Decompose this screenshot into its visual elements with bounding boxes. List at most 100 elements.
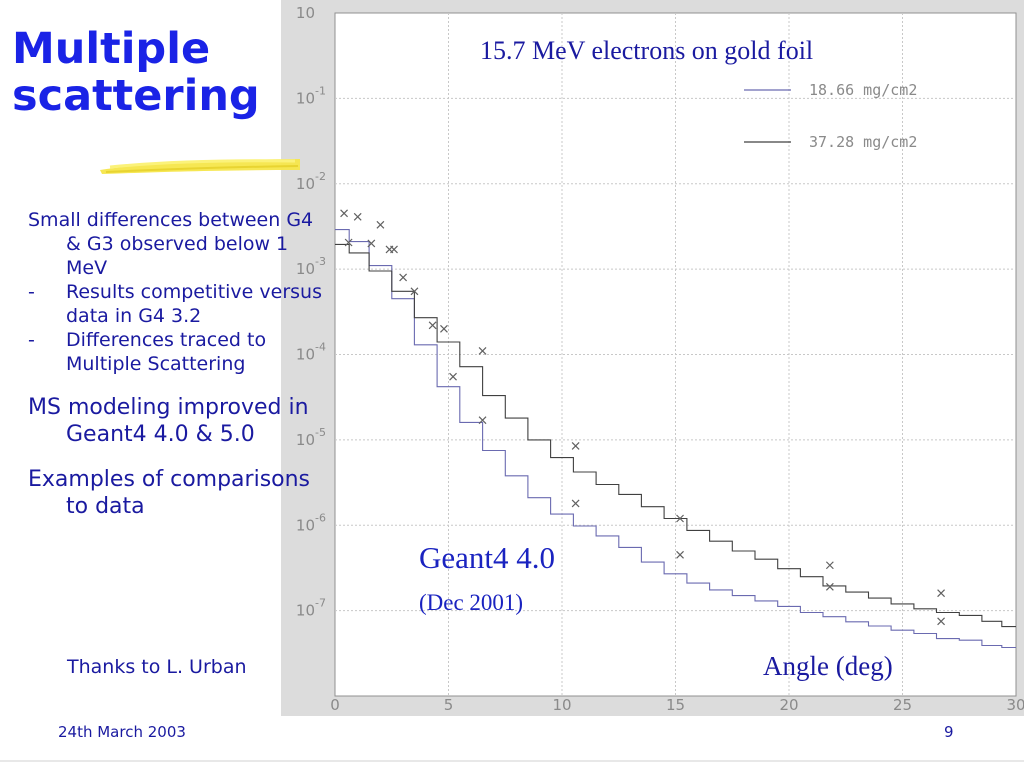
data-point bbox=[478, 416, 487, 425]
data-point bbox=[676, 550, 684, 559]
x-tick-label: 10 bbox=[552, 696, 571, 714]
point-text: Examples of comparisons to data bbox=[28, 467, 311, 519]
y-tick-exponent: -6 bbox=[315, 511, 326, 524]
data-point bbox=[353, 212, 362, 221]
footer-date: 24th March 2003 bbox=[58, 723, 186, 741]
data-point bbox=[428, 321, 437, 330]
data-point-stroke bbox=[390, 245, 398, 254]
y-tick-exponent: -3 bbox=[315, 255, 326, 268]
bullet-text: Results competitive versus data in G4 3.… bbox=[66, 281, 322, 327]
page-number: 9 bbox=[944, 723, 954, 741]
series-line bbox=[335, 229, 1016, 649]
bullet-text: Small differences between G4 & G3 observ… bbox=[28, 209, 314, 279]
bullet-item: - Differences traced to Multiple Scatter… bbox=[28, 328, 328, 376]
chart-headline: 15.7 MeV electrons on gold foil bbox=[480, 36, 814, 65]
y-tick-label: 10 bbox=[296, 346, 315, 364]
data-point-stroke bbox=[344, 238, 353, 247]
y-tick-exponent: -1 bbox=[315, 84, 326, 97]
title-line-2: scattering bbox=[12, 71, 260, 121]
y-tick-exponent: -2 bbox=[315, 170, 326, 183]
y-tick-label: 10 bbox=[296, 602, 315, 620]
data-point bbox=[440, 324, 448, 333]
y-tick-label: 10 bbox=[296, 260, 315, 278]
highlight-brush-stroke bbox=[100, 159, 300, 174]
data-point-stroke bbox=[825, 582, 834, 591]
data-point bbox=[376, 220, 385, 229]
series-group bbox=[335, 209, 1016, 649]
title-line-1: Multiple bbox=[12, 24, 211, 74]
data-point bbox=[340, 209, 349, 218]
legend: 18.66 mg/cm2 37.28 mg/cm2 bbox=[744, 81, 917, 151]
x-tick-label: 0 bbox=[330, 696, 340, 714]
x-tick-label: 25 bbox=[893, 696, 912, 714]
data-point bbox=[410, 287, 419, 296]
data-point bbox=[825, 582, 834, 591]
x-tick-label: 20 bbox=[779, 696, 798, 714]
data-point-stroke bbox=[478, 416, 487, 425]
bullet-list: Small differences between G4 & G3 observ… bbox=[28, 208, 328, 520]
data-point bbox=[825, 561, 834, 570]
data-point bbox=[676, 514, 684, 523]
geant-version-date: (Dec 2001) bbox=[419, 590, 524, 615]
data-point-stroke bbox=[449, 372, 457, 381]
y-tick-exponent: -5 bbox=[315, 426, 326, 439]
y-tick-label: 10 bbox=[296, 431, 315, 449]
point-text: MS modeling improved in Geant4 4.0 & 5.0 bbox=[28, 395, 309, 447]
data-point-stroke bbox=[410, 287, 419, 296]
slide-title: Multiple scattering bbox=[12, 26, 260, 120]
data-point bbox=[571, 441, 580, 450]
point-ms-modeling: MS modeling improved in Geant4 4.0 & 5.0 bbox=[28, 394, 328, 448]
data-point bbox=[571, 499, 580, 508]
data-point bbox=[399, 273, 408, 282]
x-tick-label: 15 bbox=[666, 696, 685, 714]
data-point bbox=[344, 238, 353, 247]
data-point-stroke bbox=[399, 273, 408, 282]
grid-lines bbox=[335, 13, 1016, 696]
data-point-stroke bbox=[937, 617, 946, 626]
x-tick-label: 30 bbox=[1006, 696, 1024, 714]
legend-label: 37.28 mg/cm2 bbox=[809, 133, 917, 151]
data-point-stroke bbox=[340, 209, 349, 218]
y-tick-exponent: -7 bbox=[315, 597, 326, 610]
data-point-stroke bbox=[478, 347, 487, 355]
data-point bbox=[367, 239, 376, 248]
bullet-item: Small differences between G4 & G3 observ… bbox=[28, 208, 328, 280]
data-point-stroke bbox=[353, 212, 362, 221]
y-tick-label: 10 bbox=[296, 4, 315, 22]
data-point bbox=[937, 617, 946, 626]
data-point bbox=[478, 347, 487, 355]
data-point bbox=[390, 245, 398, 254]
series-line bbox=[335, 243, 1016, 628]
legend-label: 18.66 mg/cm2 bbox=[809, 81, 917, 99]
bullet-text: Differences traced to Multiple Scatterin… bbox=[66, 329, 267, 375]
footer-rule bbox=[0, 760, 1024, 762]
data-point-stroke bbox=[676, 514, 684, 523]
data-point-stroke bbox=[571, 499, 580, 508]
x-tick-labels: 0 5 10 15 20 25 30 bbox=[330, 696, 1024, 714]
geant-version-label: Geant4 4.0 bbox=[419, 540, 556, 575]
bullet-dash: - bbox=[28, 281, 35, 303]
chart-panel: 10 10 -1 10 -2 10 -3 10 -4 10 -5 10 -6 10 -7 0 5 10 15 20 2… bbox=[281, 0, 1024, 716]
data-point-stroke bbox=[571, 441, 580, 450]
data-point-stroke bbox=[367, 239, 376, 248]
point-examples: Examples of comparisons to data bbox=[28, 466, 328, 520]
data-point bbox=[449, 372, 457, 381]
bullet-item: - Results competitive versus data in G4 … bbox=[28, 280, 328, 328]
data-point-stroke bbox=[676, 550, 684, 559]
data-point-stroke bbox=[428, 321, 437, 330]
y-tick-label: 10 bbox=[296, 175, 315, 193]
x-tick-label: 5 bbox=[444, 696, 454, 714]
data-point-stroke bbox=[825, 561, 834, 570]
data-point-stroke bbox=[376, 220, 385, 229]
acknowledgement: Thanks to L. Urban bbox=[67, 656, 247, 678]
y-tick-label: 10 bbox=[296, 516, 315, 534]
x-axis-caption: Angle (deg) bbox=[763, 651, 893, 681]
y-tick-label: 10 bbox=[296, 89, 315, 107]
y-tick-exponent: -4 bbox=[315, 341, 326, 354]
data-point-stroke bbox=[440, 324, 448, 333]
data-point-stroke bbox=[937, 589, 946, 598]
bullet-dash: - bbox=[28, 329, 35, 351]
data-point bbox=[937, 589, 946, 598]
